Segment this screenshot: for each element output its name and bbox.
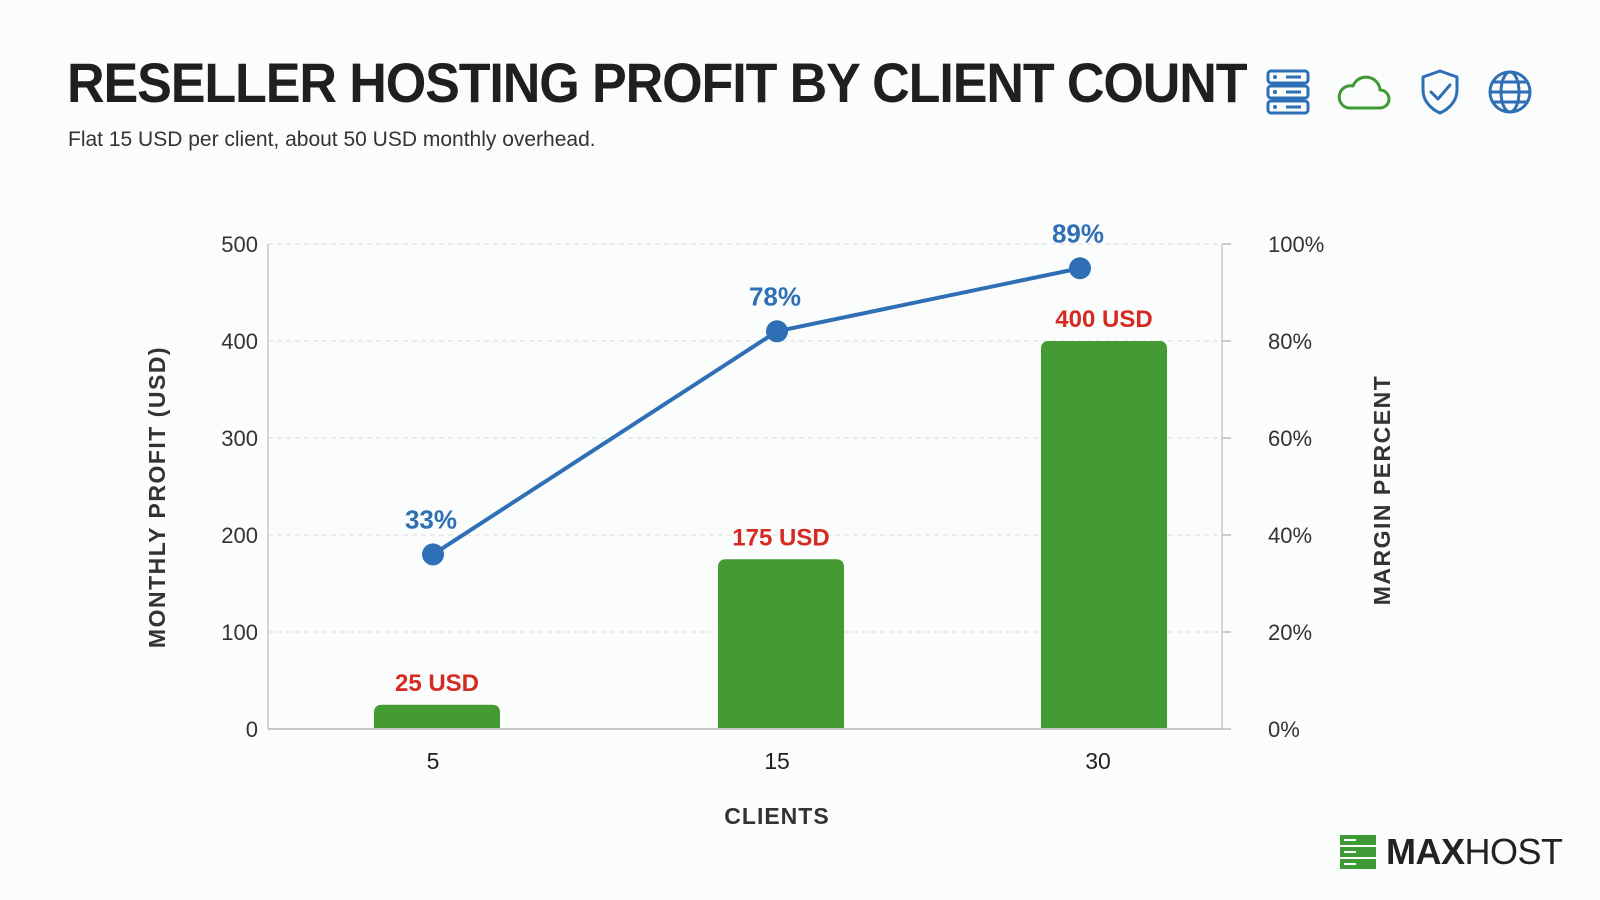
cloud-icon — [1337, 75, 1391, 110]
y-tick-label: 400 — [221, 329, 258, 354]
line-data-label: 33% — [405, 504, 457, 534]
x-tick-label: 30 — [1085, 748, 1111, 774]
y2-tick-label: 20% — [1268, 620, 1312, 645]
header-icons — [1266, 68, 1568, 116]
server-icon — [1266, 69, 1310, 115]
bar — [718, 559, 844, 729]
y-tick-label: 200 — [221, 523, 258, 548]
line-point — [422, 543, 444, 566]
brand-name-bold: MAX — [1386, 831, 1465, 872]
brand-name: MAXHOST — [1386, 831, 1563, 873]
x-tick-label: 5 — [427, 748, 440, 774]
y2-tick-label: 80% — [1268, 329, 1312, 354]
y2-tick-label: 40% — [1268, 523, 1312, 548]
y2-tick-label: 60% — [1268, 426, 1312, 451]
y-tick-label: 500 — [221, 232, 258, 257]
globe-icon — [1488, 70, 1532, 114]
bar — [374, 704, 500, 729]
bar-data-label: 25 USD — [395, 670, 479, 697]
chart-subtitle: Flat 15 USD per client, about 50 USD mon… — [68, 128, 596, 151]
y-tick-label: 100 — [221, 620, 258, 645]
line-point — [1069, 257, 1091, 280]
bar-data-label: 175 USD — [732, 524, 829, 551]
y-tick-label: 0 — [246, 717, 258, 742]
y-tick-label: 300 — [221, 426, 258, 451]
y2-tick-label: 0% — [1268, 717, 1300, 742]
x-tick-label: 15 — [764, 748, 790, 774]
y-axis-title: MONTHLY PROFIT (USD) — [144, 346, 170, 648]
brand-logo: MAXHOST — [1340, 831, 1563, 873]
shield-check-icon — [1421, 69, 1459, 115]
line-point — [766, 320, 788, 343]
chart-title: RESELLER HOSTING PROFIT BY CLIENT COUNT — [67, 51, 1248, 114]
x-axis-title: CLIENTS — [724, 803, 829, 829]
bar — [1041, 341, 1167, 729]
y2-axis-title: MARGIN PERCENT — [1369, 375, 1395, 606]
bar-data-label: 400 USD — [1055, 306, 1152, 333]
server-stack-icon — [1340, 835, 1376, 869]
y2-tick-label: 100% — [1268, 232, 1324, 257]
line-data-label: 78% — [749, 281, 801, 311]
brand-name-light: HOST — [1464, 831, 1564, 872]
line-data-label: 89% — [1052, 218, 1104, 248]
